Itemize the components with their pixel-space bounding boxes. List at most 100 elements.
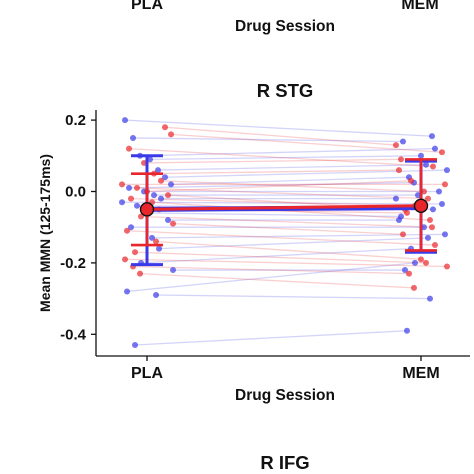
data-point [430,206,436,213]
data-point [429,224,435,231]
subject-line [155,240,422,260]
subject-line [149,155,422,161]
subject-line [172,222,404,235]
data-point [119,199,125,206]
subject-line [170,133,443,153]
subject-line [157,164,427,171]
subject-line [121,201,443,205]
data-point [124,227,130,234]
data-point [444,263,450,270]
subject-line [170,176,410,186]
subject-line [128,181,415,189]
data-point [444,167,450,174]
subject-line [126,230,436,246]
top-panel: PLA MEM Drug Session [131,0,439,35]
data-point [393,142,399,149]
subject-line [124,258,448,268]
data-point [162,174,168,181]
data-point [404,209,410,216]
data-point [134,202,140,209]
data-point [425,195,431,202]
data-point [430,163,436,170]
subject-line [164,126,397,146]
subject-line [153,169,400,175]
subject-line [134,251,427,264]
top-panel-x-axis-label: Drug Session [235,18,335,35]
subject-line [128,148,434,168]
data-point [158,177,164,184]
subject-line [140,215,433,228]
data-point [432,145,438,152]
next-panel-title: R IFG [260,452,309,473]
data-point [432,242,438,249]
data-point [132,249,138,256]
y-tick-label: -0.4 [60,326,87,343]
data-point [393,195,399,202]
subject-line [139,148,436,157]
data-point [408,177,414,184]
subject-line [132,265,410,275]
data-point [156,245,162,252]
plot-area [119,117,450,349]
data-point [400,231,406,238]
data-point [412,259,418,266]
subject-line [136,187,429,200]
data-point [400,138,406,145]
y-tick-label: -0.2 [60,255,86,272]
data-point [126,145,132,152]
data-point [442,181,448,188]
subject-line [140,247,412,264]
top-panel-tick-pla: PLA [131,0,163,13]
data-point [137,270,143,277]
summary-layer [131,154,437,267]
data-point [439,149,445,156]
x-axis-label: Drug Session [235,387,335,404]
data-point [124,288,130,295]
data-point [404,327,410,334]
paired-lines [121,119,448,346]
data-point [411,284,417,291]
data-point [423,161,429,168]
data-point [134,184,140,191]
subject-line [146,180,412,193]
data-point [119,181,125,188]
subject-line [124,119,433,137]
data-point [170,267,176,274]
data-point [170,220,176,227]
mean-line [146,204,422,211]
data-point [132,342,138,349]
data-point [149,234,155,241]
data-point [153,292,159,299]
data-point [153,238,159,245]
subject-line [151,233,446,239]
data-point [418,152,424,159]
y-tick-label: 0.2 [65,112,86,129]
data-point [138,213,144,220]
data-point [442,231,448,238]
y-tick-label: 0.0 [65,184,86,201]
data-point [162,124,168,131]
data-point [122,256,128,263]
subject-line [160,180,425,193]
data-point [425,234,431,241]
mean-marker [139,202,155,217]
data-point [122,117,128,124]
data-point [398,156,404,163]
data-point [128,224,134,231]
subject-line [130,197,416,207]
data-point [429,133,435,140]
data-point [427,217,433,224]
data-point [165,192,171,199]
subject-line [132,137,404,143]
data-point [402,267,408,274]
data-point [396,217,402,224]
data-point [126,184,132,191]
r-stg-panel: R STG 0.2 0.0 -0.2 -0.4 PLA MEM Drug Sessio… [37,80,470,404]
data-point [155,167,161,174]
subject-line [151,201,431,221]
mean-marker [413,198,429,213]
data-point [427,295,433,302]
chart-title: R STG [257,80,314,101]
data-point [151,192,157,199]
